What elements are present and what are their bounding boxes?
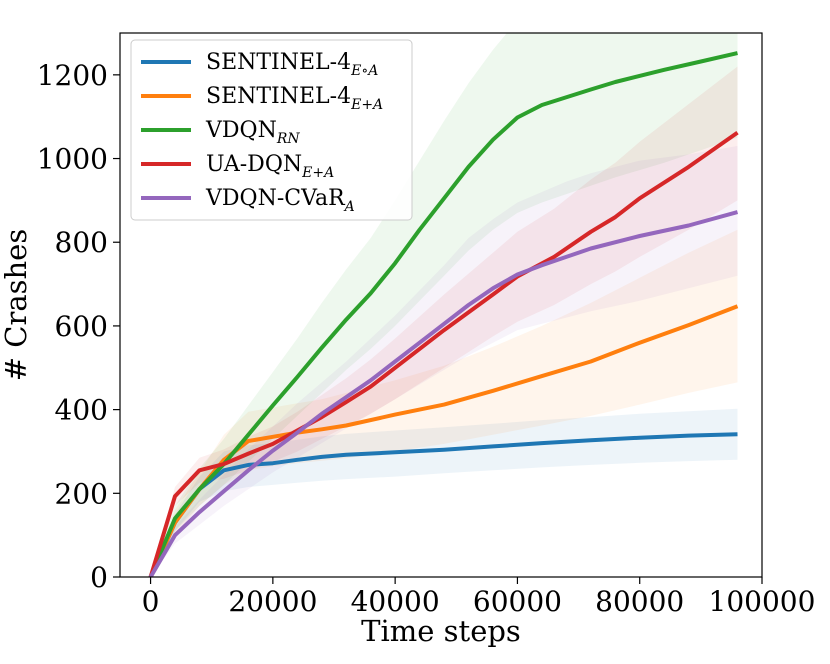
x-axis-label: Time steps: [361, 614, 521, 648]
x-tick-label: 80000: [595, 585, 684, 618]
x-axis-ticks: 0 20000 40000 60000 80000 100000: [142, 577, 816, 618]
y-tick-label: 200: [55, 477, 108, 510]
legend-frame: [130, 39, 413, 221]
line-series-3: [148, 130, 739, 577]
y-tick-label: 1000: [37, 143, 108, 176]
line-series-0: [148, 432, 738, 577]
y-tick-label: 400: [55, 394, 108, 427]
legend-label-3: UA-DQNE+A: [206, 152, 334, 181]
legend-label-2: VDQNRN: [205, 118, 300, 147]
y-tick-label: 800: [55, 226, 108, 259]
band-series-2: [150, 33, 738, 577]
x-tick-label: 40000: [351, 585, 440, 618]
legend-label-1: SENTINEL-4E+A: [206, 84, 383, 113]
band-series-0: [150, 408, 738, 577]
legend-label-4: VDQN-CVaRA: [205, 186, 355, 215]
y-tick-label: 0: [90, 561, 108, 594]
legend: SENTINEL-4E∘A SENTINEL-4E+A VDQNRN UA-DQNE+…: [130, 39, 413, 221]
y-tick-label: 600: [55, 310, 108, 343]
x-tick-label: 0: [142, 585, 160, 618]
y-axis-ticks: 0 200 400 600 800 1000 1200: [37, 59, 120, 594]
line-series-4: [148, 210, 739, 577]
band-series-4: [150, 146, 738, 577]
series-lines: [148, 51, 739, 577]
x-tick-label: 60000: [473, 585, 562, 618]
x-tick-label: 100000: [709, 585, 816, 618]
plot-frame: [119, 32, 763, 578]
legend-label-0: SENTINEL-4E∘A: [206, 50, 378, 79]
y-axis-label: # Crashes: [0, 229, 33, 381]
x-tick-label: 20000: [228, 585, 317, 618]
y-tick-label: 1200: [37, 59, 108, 92]
line-series-2: [148, 51, 738, 577]
